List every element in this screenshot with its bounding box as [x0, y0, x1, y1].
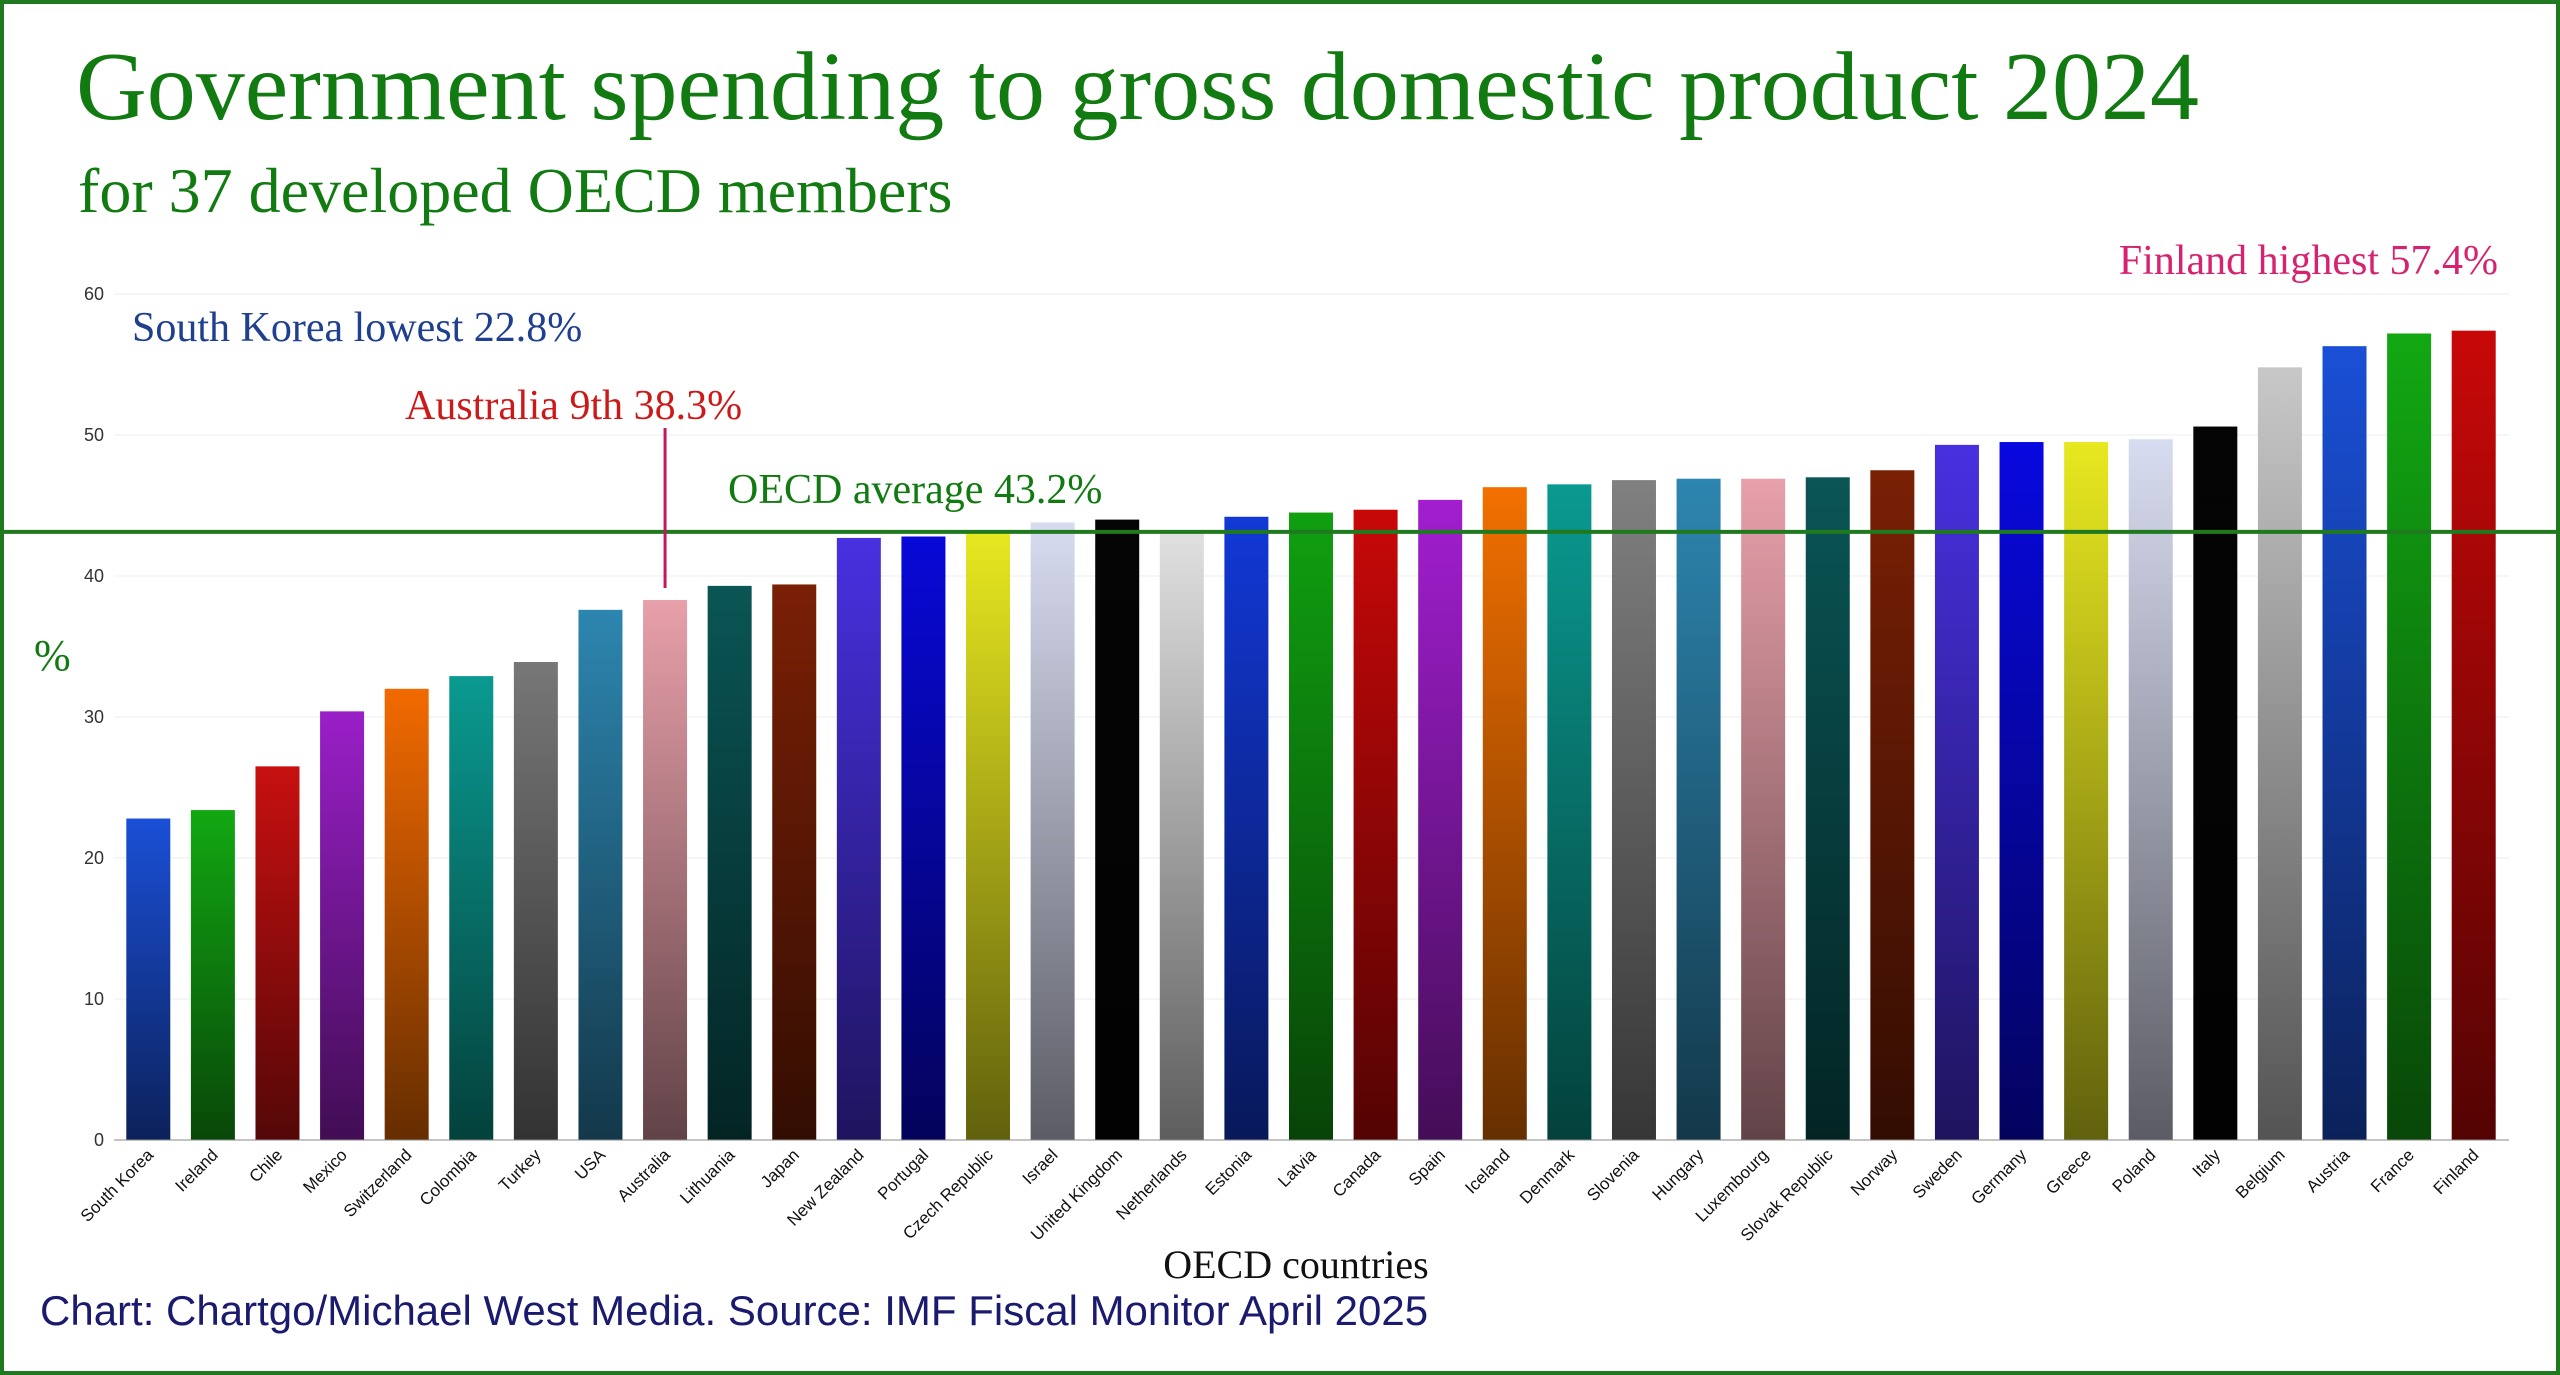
bar-usa: [578, 609, 623, 1140]
y-tick-label: 60: [84, 284, 104, 304]
bar-slovak-republic: [1805, 477, 1850, 1140]
x-tick-label: Finland: [2430, 1145, 2483, 1198]
x-tick-label: Belgium: [2232, 1145, 2289, 1202]
x-tick-label: Denmark: [1516, 1145, 1579, 1208]
bar-ireland: [190, 810, 235, 1140]
source-note: Chart: Chartgo/Michael West Media. Sourc…: [40, 1287, 1429, 1334]
bar-canada: [1353, 509, 1398, 1141]
bar-japan: [772, 584, 817, 1140]
bar-norway: [1870, 470, 1915, 1140]
bar-slovenia: [1611, 480, 1656, 1140]
average-annotation: OECD average 43.2%: [728, 467, 1102, 513]
y-tick-label: 20: [84, 848, 104, 868]
bar-germany: [1999, 442, 2044, 1140]
x-tick-label: Greece: [2042, 1145, 2095, 1198]
x-tick-label: Mexico: [299, 1145, 351, 1197]
bar-switzerland: [384, 688, 429, 1140]
y-tick-label: 40: [84, 566, 104, 586]
x-tick-label: Israel: [1019, 1145, 1062, 1188]
highest-annotation: Finland highest 57.4%: [2119, 238, 2498, 284]
x-tick-label: Australia: [614, 1145, 675, 1206]
bar-france: [2387, 333, 2432, 1141]
bar-south-korea: [126, 818, 171, 1140]
chart-subtitle: for 37 developed OECD members: [78, 155, 953, 226]
bar-latvia: [1289, 512, 1333, 1140]
y-axis-ticks: 0 10 20 30 40 50 60: [84, 284, 104, 1150]
x-tick-label: Japan: [757, 1145, 803, 1191]
bar-czech-republic: [966, 530, 1011, 1140]
x-tick-label: Iceland: [1461, 1145, 1513, 1197]
bar-australia: [643, 599, 688, 1140]
x-tick-label: Poland: [2109, 1145, 2160, 1196]
bar-italy: [2193, 426, 2238, 1140]
bar-mexico: [320, 711, 365, 1140]
x-tick-label: Spain: [1405, 1145, 1449, 1189]
bar-finland: [2451, 330, 2496, 1140]
y-tick-label: 10: [84, 989, 104, 1009]
bar-denmark: [1547, 484, 1592, 1141]
bar-colombia: [449, 676, 494, 1140]
x-tick-label: Germany: [1967, 1145, 2030, 1208]
bar-luxembourg: [1741, 478, 1786, 1141]
bar-greece: [2064, 442, 2109, 1140]
x-tick-label: Portugal: [874, 1145, 932, 1203]
x-tick-label: Norway: [1847, 1145, 1902, 1200]
bar-hungary: [1676, 478, 1721, 1141]
lowest-annotation: South Korea lowest 22.8%: [132, 305, 582, 351]
bar-austria: [2322, 346, 2367, 1140]
bar-united-kingdom: [1095, 519, 1140, 1140]
bars: [126, 330, 2496, 1141]
x-tick-label: South Korea: [77, 1145, 158, 1226]
bar-estonia: [1224, 516, 1269, 1140]
bar-poland: [2128, 439, 2173, 1141]
x-tick-label: Slovenia: [1583, 1145, 1643, 1205]
x-tick-label: Sweden: [1909, 1145, 1966, 1202]
x-tick-label: Canada: [1329, 1145, 1385, 1201]
x-tick-label: Switzerland: [340, 1145, 416, 1221]
y-tick-label: 0: [94, 1130, 104, 1150]
bar-portugal: [901, 536, 946, 1140]
bar-iceland: [1482, 487, 1527, 1140]
x-axis-label: OECD countries: [1163, 1242, 1429, 1287]
bar-chile: [255, 766, 300, 1140]
x-tick-label: Ireland: [172, 1145, 222, 1195]
x-tick-label: Hungary: [1649, 1145, 1708, 1204]
x-tick-label: USA: [571, 1145, 610, 1184]
x-tick-label: Italy: [2189, 1145, 2225, 1181]
bar-belgium: [2257, 367, 2302, 1140]
bar-netherlands: [1159, 532, 1204, 1140]
y-tick-label: 30: [84, 707, 104, 727]
x-tick-label: Turkey: [495, 1145, 545, 1195]
bar-spain: [1418, 499, 1463, 1140]
x-tick-label: Colombia: [416, 1145, 481, 1210]
x-tick-label: Latvia: [1274, 1145, 1320, 1191]
bar-chart: 0 10 20 30 40 50 60 South Korea Ireland Chile Mex…: [4, 238, 2556, 1287]
bar-turkey: [513, 662, 558, 1140]
bar-lithuania: [707, 585, 752, 1140]
x-tick-label: France: [2367, 1145, 2418, 1196]
y-tick-label: 50: [84, 425, 104, 445]
australia-annotation: Australia 9th 38.3%: [405, 383, 742, 429]
bar-sweden: [1934, 444, 1979, 1140]
bar-israel: [1030, 522, 1075, 1140]
y-axis-label: %: [34, 631, 71, 680]
bar-new-zealand: [836, 537, 881, 1140]
x-tick-label: Chile: [245, 1145, 286, 1186]
x-tick-label: Austria: [2302, 1145, 2353, 1196]
x-tick-label: Lithuania: [676, 1145, 739, 1208]
chart-title: Government spending to gross domestic pr…: [76, 33, 2200, 141]
x-tick-label: Estonia: [1202, 1145, 1256, 1199]
x-axis-category-labels: South Korea Ireland Chile MexicoSwitzerland…: [77, 1145, 2483, 1245]
